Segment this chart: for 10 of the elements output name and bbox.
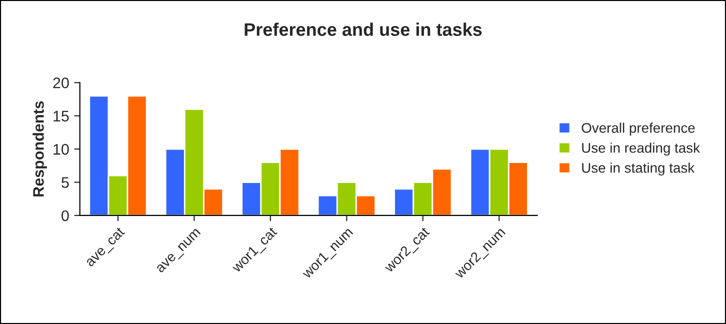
y-tick-label: 15 — [54, 110, 69, 122]
y-axis-title: Respondents — [32, 101, 47, 196]
chart-title: Preference and use in tasks — [244, 22, 482, 36]
y-tick-label: 10 — [54, 144, 69, 155]
legend-label: Use in reading task — [582, 142, 700, 156]
legend-label: Use in stating task — [582, 162, 695, 176]
legend-label: Overall preference — [582, 122, 695, 136]
y-tick-label: 0 — [62, 210, 69, 222]
y-tick-label: 20 — [53, 77, 69, 88]
y-tick-label: 5 — [62, 177, 69, 188]
